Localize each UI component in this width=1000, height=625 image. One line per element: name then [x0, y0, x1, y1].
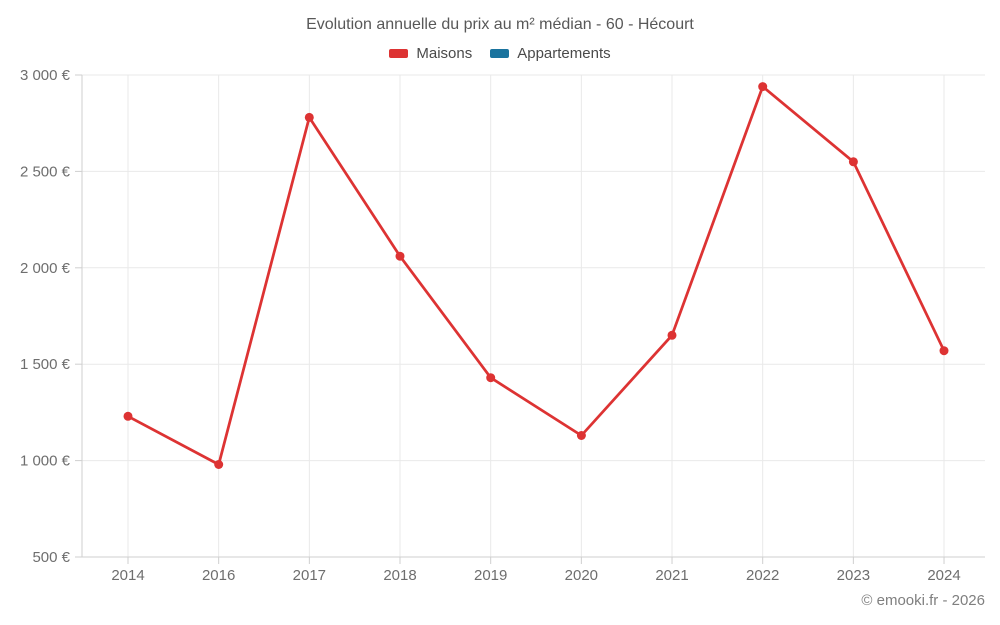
- maisons-point-2014[interactable]: [123, 411, 133, 421]
- maisons-point-2018[interactable]: [395, 251, 405, 261]
- maisons-line: [126, 85, 946, 466]
- maisons-point-2016[interactable]: [214, 460, 224, 469]
- x-tick-label: 2024: [927, 567, 960, 584]
- chart-title: Evolution annuelle du prix au m² médian …: [306, 16, 694, 33]
- maisons-point-2023[interactable]: [848, 157, 858, 167]
- x-tick-label: 2022: [746, 567, 779, 584]
- y-tick-label: 500 €: [32, 549, 70, 566]
- y-tick-label: 2 000 €: [20, 260, 71, 277]
- x-tick-label: 2018: [383, 567, 416, 584]
- x-tick-label: 2023: [837, 567, 870, 584]
- maisons-point-2017[interactable]: [304, 112, 314, 122]
- copyright-text: © emooki.fr - 2026: [861, 592, 985, 609]
- maisons-point-2024[interactable]: [939, 346, 949, 356]
- legend-label-appartements: Appartements: [517, 45, 611, 62]
- x-tick-label: 2014: [111, 567, 144, 584]
- y-tick-label: 1 000 €: [20, 453, 71, 470]
- legend-marker-maisons: [389, 49, 409, 58]
- maisons-point-2022[interactable]: [758, 82, 768, 92]
- legend-item-appartements[interactable]: Appartements: [490, 45, 611, 62]
- maisons-point-2020[interactable]: [576, 431, 586, 440]
- maisons-point-2021[interactable]: [667, 330, 677, 340]
- legend-label-maisons: Maisons: [416, 45, 473, 62]
- x-tick-label: 2016: [202, 567, 235, 584]
- y-tick-label: 2 500 €: [20, 163, 71, 180]
- x-tick-label: 2021: [655, 567, 688, 584]
- y-tick-label: 3 000 €: [20, 67, 71, 84]
- chart-legend: Maisons Appartements: [0, 45, 1000, 62]
- x-tick-label: 2019: [474, 567, 507, 584]
- y-tick-label: 1 500 €: [20, 356, 71, 373]
- legend-marker-appartements: [490, 49, 510, 58]
- x-tick-label: 2020: [565, 567, 598, 584]
- x-tick-label: 2017: [293, 567, 326, 584]
- legend-item-maisons[interactable]: Maisons: [389, 45, 472, 62]
- maisons-point-2019[interactable]: [486, 373, 496, 383]
